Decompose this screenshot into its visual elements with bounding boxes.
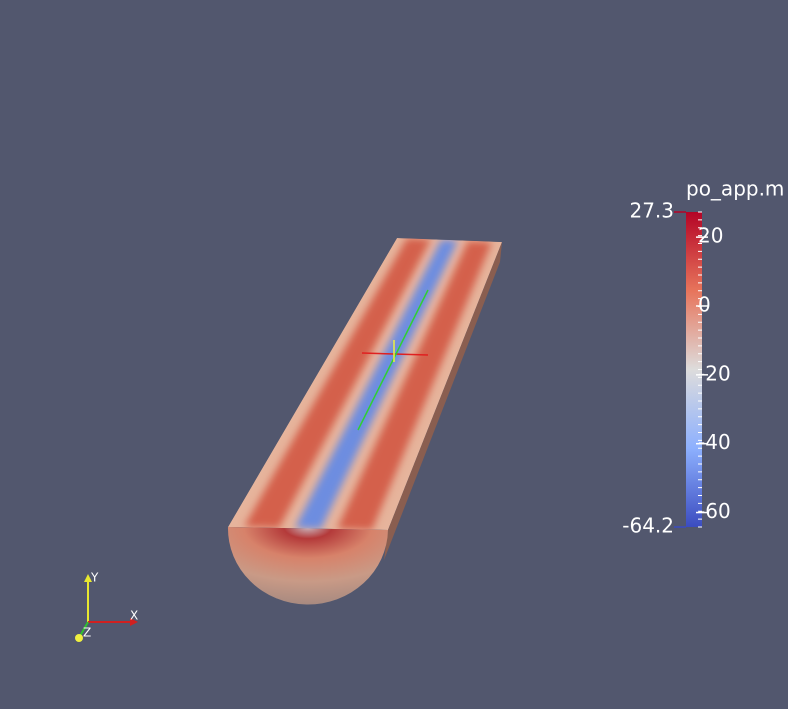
x-arrow-head (130, 618, 138, 626)
cursor-z (357, 289, 429, 431)
tick-label: -60 (698, 499, 731, 523)
tick-label: 0 (698, 292, 711, 316)
legend-title: po_app.m (686, 177, 784, 201)
cursor-x (361, 352, 429, 356)
range-min-label: -64.2 (622, 514, 674, 538)
z-axis-arrow (79, 621, 89, 637)
x-axis-label: X (130, 609, 138, 623)
axes-triad: Y X Z (75, 571, 138, 642)
tick-label: -40 (698, 430, 731, 454)
range-max-label: 27.3 (629, 199, 674, 223)
color-legend: po_app.m 20 0 -20 -40 -60 27.3 -64.2 (622, 177, 784, 538)
top-face (228, 238, 502, 530)
tick-label: 20 (698, 224, 723, 248)
y-arrow-head (84, 574, 92, 582)
z-axis-label: Z (83, 626, 91, 640)
z-arrow-head (75, 634, 83, 642)
tick-label: -20 (698, 361, 731, 385)
tube-object (227, 238, 502, 605)
y-axis-label: Y (90, 571, 99, 585)
end-cap (227, 527, 388, 605)
side-face (384, 242, 502, 560)
